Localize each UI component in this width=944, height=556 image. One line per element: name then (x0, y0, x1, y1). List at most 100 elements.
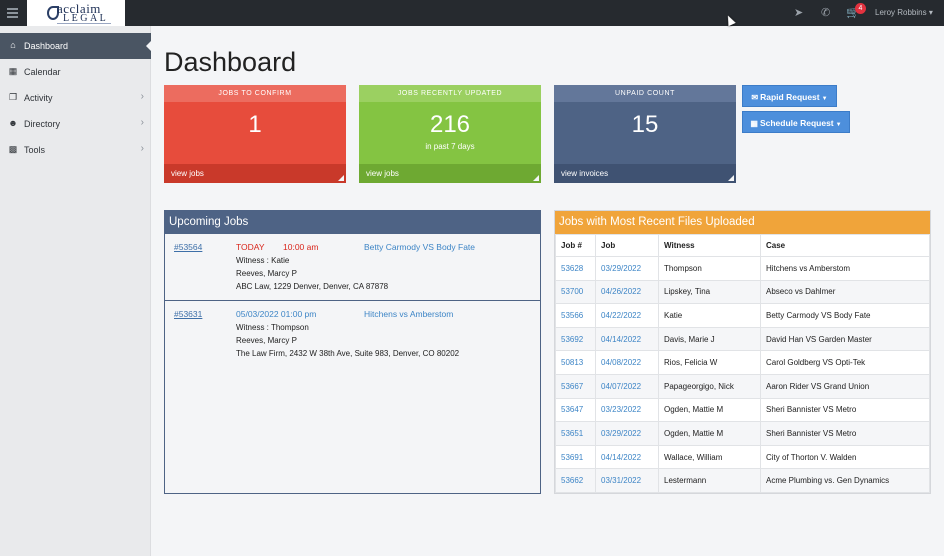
job-date-link[interactable]: 03/29/2022 (595, 421, 659, 446)
witness-cell: Thompson (658, 256, 761, 281)
stat-title: UNPAID COUNT (554, 85, 736, 102)
sidebar-item-tools[interactable]: ▩ Tools › (0, 137, 151, 163)
users-icon: ☻ (8, 118, 18, 128)
sidebar-item-activity[interactable]: ❐ Activity › (0, 85, 151, 111)
job-number-link[interactable]: 53692 (555, 326, 596, 352)
job-time: 10:00 am (283, 242, 319, 252)
job-date: 05/03/2022 01:00 pm (236, 309, 317, 319)
job-number-link[interactable]: 53667 (555, 373, 596, 399)
case-cell: Sheri Bannister VS Metro (760, 397, 930, 423)
sidebar-item-dashboard[interactable]: ⌂ Dashboard (0, 33, 152, 59)
upcoming-jobs-panel: Upcoming Jobs #53564 TODAY 10:00 am Bett… (164, 210, 541, 494)
calendar-icon: ▦ (8, 66, 18, 76)
case-cell: Sheri Bannister VS Metro (760, 421, 930, 446)
view-jobs-link[interactable]: view jobs (359, 164, 541, 183)
acclaim-legal-logo[interactable]: acclaim LEGAL (27, 0, 125, 26)
job-date-link[interactable]: 04/07/2022 (595, 373, 659, 399)
jobs-recently-updated-card: JOBS RECENTLY UPDATED 216 in past 7 days… (359, 85, 541, 183)
job-number-link[interactable]: 53691 (555, 444, 596, 470)
job-number-link[interactable]: 50813 (555, 350, 596, 375)
witness-cell: Ogden, Mattie M (658, 421, 761, 446)
job-date-link[interactable]: 03/29/2022 (595, 256, 659, 281)
chevron-right-icon: › (140, 91, 144, 102)
table-row: 53667 04/07/2022 Papageorgigo, Nick Aaron R… (555, 373, 930, 399)
job-id-link[interactable]: #53631 (174, 309, 203, 319)
copy-icon: ❐ (8, 92, 18, 102)
view-invoices-link[interactable]: view invoices (554, 164, 736, 183)
job-witness: Witness : Thompson (236, 323, 309, 332)
phone-icon[interactable]: ✆ (821, 7, 831, 19)
jobs-to-confirm-card: JOBS TO CONFIRM 1 view jobs (164, 85, 346, 183)
job-date-link[interactable]: 03/23/2022 (595, 397, 659, 423)
job-attorney: Reeves, Marcy P (236, 336, 297, 345)
table-row: 53700 04/26/2022 Lipskey, Tina Abseco vs Da… (555, 279, 930, 305)
button-label: Schedule Request (759, 118, 834, 128)
chevron-right-icon: › (140, 117, 144, 128)
job-number-link[interactable]: 53647 (555, 397, 596, 423)
case-cell: Abseco vs Dahlmer (760, 279, 930, 305)
witness-cell: Lipskey, Tina (658, 279, 761, 305)
job-date-link[interactable]: 04/14/2022 (595, 326, 659, 352)
table-row: 53662 03/31/2022 Lestermann Acme Plumbing v… (555, 468, 930, 493)
panel-title: Jobs with Most Recent Files Uploaded (555, 211, 930, 234)
job-date-link[interactable]: 04/14/2022 (595, 444, 659, 470)
job-number-link[interactable]: 53651 (555, 421, 596, 446)
schedule-request-button[interactable]: ▦ Schedule Request ▼ (742, 111, 850, 133)
sidebar-item-label: Tools (24, 145, 46, 155)
location-arrow-icon[interactable]: ➤ (794, 7, 804, 19)
caret-down-icon: ▼ (821, 96, 828, 102)
stat-subtitle: in past 7 days (425, 142, 475, 151)
stat-value: 15 (631, 111, 659, 138)
job-number-link[interactable]: 53700 (555, 279, 596, 305)
witness-cell: Rios, Felicia W (658, 350, 761, 375)
job-id-link[interactable]: #53564 (174, 242, 203, 252)
case-link[interactable]: Betty Carmody VS Body Fate (364, 242, 476, 252)
job-date-link[interactable]: 04/26/2022 (595, 279, 659, 305)
table-row: 53647 03/23/2022 Ogden, Mattie M Sheri Bann… (555, 397, 930, 423)
case-cell: City of Thorton V. Walden (760, 444, 930, 470)
column-header: Job (595, 234, 659, 257)
job-attorney: Reeves, Marcy P (236, 269, 297, 278)
case-cell: Betty Carmody VS Body Fate (760, 303, 930, 328)
view-jobs-link[interactable]: view jobs (164, 164, 346, 183)
job-date-link[interactable]: 04/08/2022 (595, 350, 659, 375)
sidebar-item-label: Calendar (24, 67, 61, 77)
job-number-link[interactable]: 53662 (555, 468, 596, 493)
sidebar: ⌂ Dashboard ▦ Calendar ❐ Activity › ☻ Di… (0, 26, 152, 556)
sidebar-item-label: Directory (24, 119, 61, 129)
sidebar-item-directory[interactable]: ☻ Directory › (0, 111, 151, 137)
column-header: Case (760, 234, 930, 257)
job-divider (165, 300, 540, 301)
case-cell: Acme Plumbing vs. Gen Dynamics (760, 468, 930, 493)
witness-cell: Wallace, William (658, 444, 761, 470)
witness-cell: Papageorgigo, Nick (658, 373, 761, 399)
case-cell: David Han VS Garden Master (760, 326, 930, 352)
table-row: 53628 03/29/2022 Thompson Hitchens vs Amber… (555, 256, 930, 281)
witness-cell: Lestermann (658, 468, 761, 493)
button-label: Rapid Request (760, 92, 820, 102)
job-location: The Law Firm, 2432 W 38th Ave, Suite 983… (236, 349, 460, 358)
rapid-request-button[interactable]: ✉ Rapid Request ▼ (742, 85, 837, 107)
sidebar-item-label: Activity (24, 93, 53, 103)
panel-title: Upcoming Jobs (165, 211, 540, 234)
user-menu[interactable]: Leroy Robbins ▾ (875, 8, 933, 17)
job-location: ABC Law, 1229 Denver, Denver, CA 87878 (236, 282, 389, 291)
case-link[interactable]: Hitchens vs Amberstom (364, 309, 454, 319)
job-number-link[interactable]: 53628 (555, 256, 596, 281)
job-date-link[interactable]: 03/31/2022 (595, 468, 659, 493)
calendar-icon: ▦ (750, 119, 758, 128)
witness-cell: Ogden, Mattie M (658, 397, 761, 423)
menu-toggle-icon[interactable] (7, 8, 18, 18)
job-date-link[interactable]: 04/22/2022 (595, 303, 659, 328)
case-cell: Aaron Rider VS Grand Union (760, 373, 930, 399)
job-number-link[interactable]: 53566 (555, 303, 596, 328)
home-icon: ⌂ (10, 40, 16, 50)
stat-title: JOBS RECENTLY UPDATED (359, 85, 541, 102)
caret-down-icon: ▼ (835, 122, 842, 128)
unpaid-count-card: UNPAID COUNT 15 view invoices (554, 85, 736, 183)
column-header: Job # (555, 234, 596, 257)
sidebar-item-calendar[interactable]: ▦ Calendar (0, 59, 151, 85)
caret-down-icon: ▾ (928, 8, 933, 17)
briefcase-icon: ▩ (8, 144, 18, 154)
sidebar-item-label: Dashboard (24, 41, 69, 51)
